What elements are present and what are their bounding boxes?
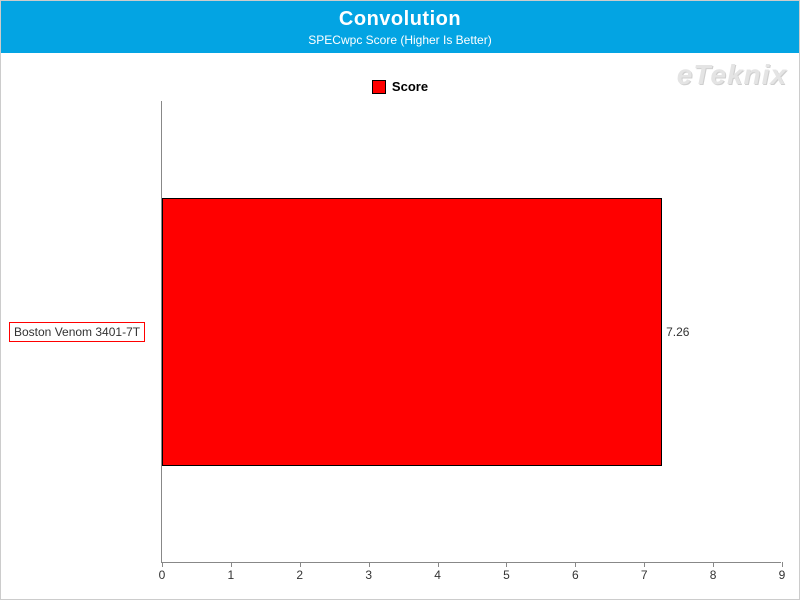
- chart-legend: Score: [1, 79, 799, 94]
- x-tick-mark: [369, 562, 370, 567]
- legend-label: Score: [392, 79, 428, 94]
- chart-header: Convolution SPECwpc Score (Higher Is Bet…: [1, 1, 799, 53]
- chart-container: Convolution SPECwpc Score (Higher Is Bet…: [0, 0, 800, 600]
- x-tick-label: 8: [710, 568, 717, 582]
- bar: [162, 198, 662, 466]
- chart-subtitle: SPECwpc Score (Higher Is Better): [308, 33, 491, 47]
- plot-area: 01234567897.26: [161, 101, 781, 563]
- x-tick-label: 6: [572, 568, 579, 582]
- x-tick-label: 4: [434, 568, 441, 582]
- x-tick-label: 1: [228, 568, 235, 582]
- x-tick-mark: [506, 562, 507, 567]
- x-tick-mark: [300, 562, 301, 567]
- x-tick-mark: [162, 562, 163, 567]
- y-category-label: Boston Venom 3401-7T: [9, 322, 145, 342]
- axes: 01234567897.26: [161, 101, 781, 563]
- x-tick-label: 0: [159, 568, 166, 582]
- x-tick-mark: [782, 562, 783, 567]
- chart-title: Convolution: [339, 8, 461, 31]
- x-tick-mark: [713, 562, 714, 567]
- x-tick-mark: [644, 562, 645, 567]
- x-tick-label: 3: [365, 568, 372, 582]
- x-tick-mark: [231, 562, 232, 567]
- x-tick-label: 2: [296, 568, 303, 582]
- bar-value-label: 7.26: [666, 325, 689, 339]
- legend-swatch: [372, 80, 386, 94]
- x-tick-mark: [438, 562, 439, 567]
- x-tick-label: 9: [779, 568, 786, 582]
- x-tick-mark: [575, 562, 576, 567]
- x-tick-label: 5: [503, 568, 510, 582]
- x-tick-label: 7: [641, 568, 648, 582]
